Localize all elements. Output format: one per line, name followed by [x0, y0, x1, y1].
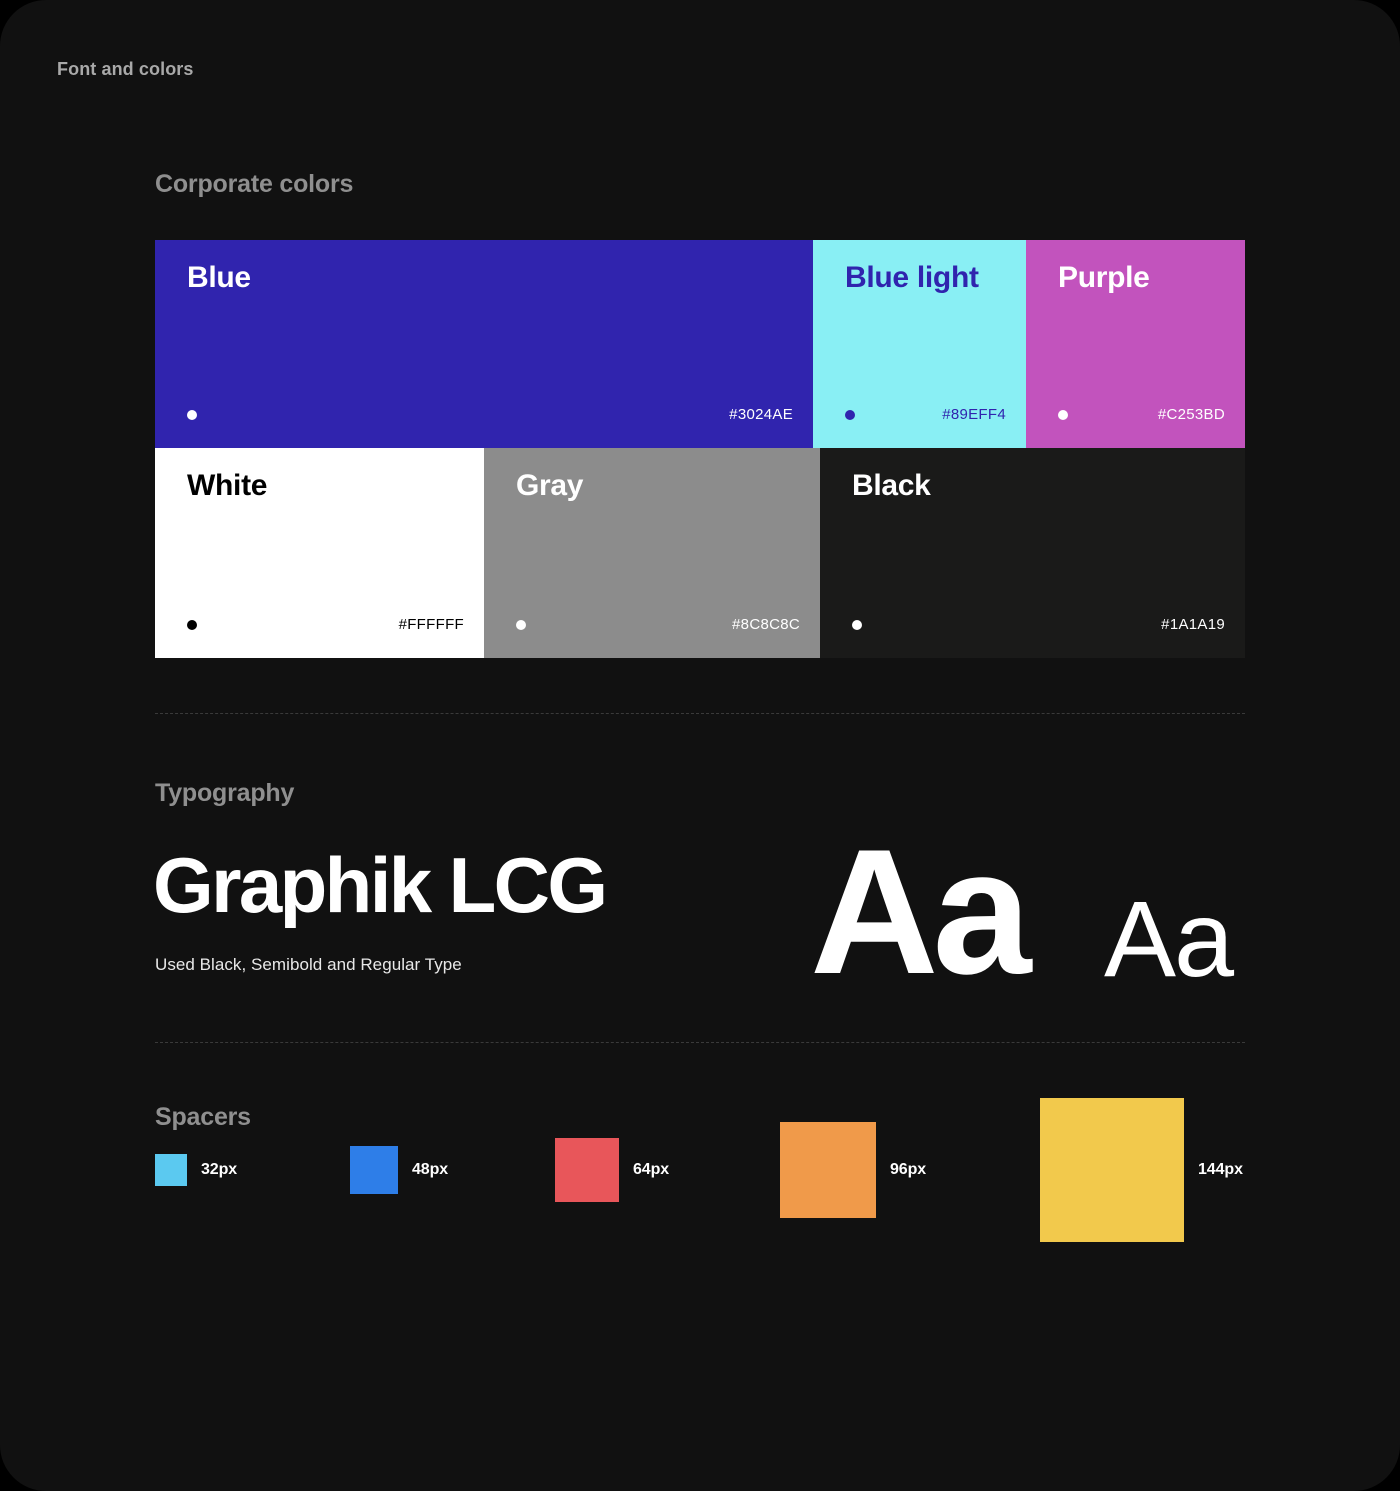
spacer-swatch	[155, 1154, 187, 1186]
spacer-swatch	[1040, 1098, 1184, 1242]
color-swatch-purple[interactable]: Purple #C253BD	[1026, 240, 1245, 448]
spacer-item-96[interactable]: 96px	[780, 1122, 926, 1218]
swatch-dot	[187, 620, 197, 630]
swatch-name: White	[187, 469, 268, 502]
swatch-name: Blue	[187, 261, 251, 294]
spacer-label: 96px	[890, 1161, 927, 1178]
color-swatch-black[interactable]: Black #1A1A19	[820, 448, 1245, 658]
typeface-name: Graphik LCG	[153, 841, 608, 929]
color-swatch-blue-light[interactable]: Blue light #89EFF4	[813, 240, 1026, 448]
color-swatch-white[interactable]: White #FFFFFF	[155, 448, 484, 658]
typeface-description: Used Black, Semibold and Regular Type	[155, 955, 462, 974]
spacer-item-48[interactable]: 48px	[350, 1146, 448, 1194]
swatch-name: Gray	[516, 469, 584, 502]
swatch-hex: #FFFFFF	[398, 616, 464, 633]
swatch-dot	[852, 620, 862, 630]
swatch-hex: #1A1A19	[1161, 616, 1225, 633]
swatch-hex: #C253BD	[1157, 406, 1225, 423]
spacer-scale-list: 32px 48px 64px 96px 144px	[155, 1098, 1255, 1350]
spacer-item-32[interactable]: 32px	[155, 1154, 237, 1186]
swatch-dot	[1058, 410, 1068, 420]
color-swatch-gray[interactable]: Gray #8C8C8C	[484, 448, 820, 658]
swatch-dot	[845, 410, 855, 420]
spacer-swatch	[780, 1122, 876, 1218]
swatch-dot	[187, 410, 197, 420]
swatch-name: Blue light	[845, 261, 979, 294]
spacer-item-144[interactable]: 144px	[1040, 1098, 1243, 1242]
section-divider-bottom	[155, 1042, 1245, 1043]
color-swatch-grid: Blue #3024AE Blue light #89EFF4 Purple #…	[155, 240, 1245, 658]
spacer-item-64[interactable]: 64px	[555, 1138, 669, 1202]
type-specimen-regular: Aa	[1104, 878, 1234, 999]
spacer-label: 48px	[412, 1161, 449, 1178]
swatch-name: Black	[852, 469, 931, 502]
swatch-hex: #3024AE	[729, 406, 793, 423]
type-specimen-bold: Aa	[810, 812, 1032, 1011]
swatch-name: Purple	[1058, 261, 1150, 294]
spacer-label: 32px	[201, 1161, 238, 1178]
section-heading-typography: Typography	[155, 779, 295, 807]
section-heading-spacers: Spacers	[155, 1103, 251, 1131]
section-heading-colors: Corporate colors	[155, 170, 354, 198]
spacer-swatch	[555, 1138, 619, 1202]
page-title: Font and colors	[57, 59, 194, 79]
spacer-label: 64px	[633, 1161, 670, 1178]
spacer-swatch	[350, 1146, 398, 1194]
color-swatch-blue[interactable]: Blue #3024AE	[155, 240, 813, 448]
spacer-label: 144px	[1198, 1161, 1243, 1178]
swatch-hex: #89EFF4	[942, 406, 1006, 423]
swatch-dot	[516, 620, 526, 630]
section-divider-top	[155, 713, 1245, 714]
swatch-hex: #8C8C8C	[732, 616, 800, 633]
